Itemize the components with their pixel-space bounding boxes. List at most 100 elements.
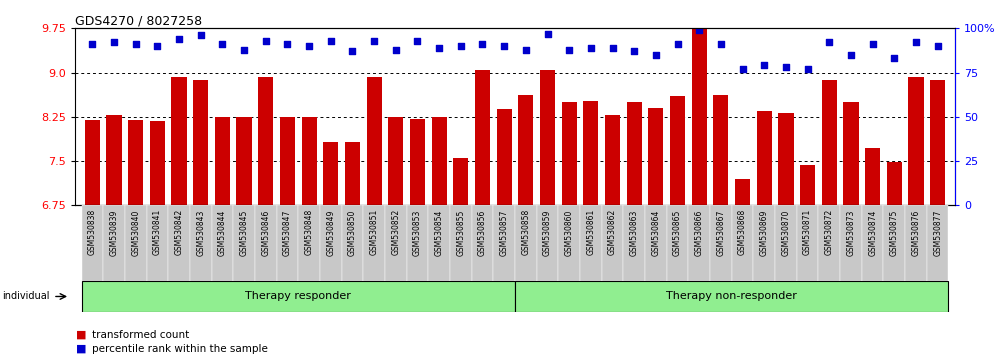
Text: GSM530866: GSM530866 [695,209,704,256]
Bar [407,205,428,283]
Text: GDS4270 / 8027258: GDS4270 / 8027258 [75,14,202,27]
Bar [147,205,168,283]
Bar [688,205,710,283]
Point [344,48,360,54]
Bar [258,77,273,205]
Bar [428,205,450,283]
Bar [753,205,775,283]
Bar [171,77,187,205]
Bar [298,205,320,283]
Text: GSM530839: GSM530839 [110,209,119,256]
Bar [800,165,815,205]
Text: GSM530853: GSM530853 [413,209,422,256]
Text: GSM530867: GSM530867 [716,209,725,256]
Text: GSM530840: GSM530840 [131,209,140,256]
Bar [627,102,642,205]
Bar [103,205,125,283]
Point [453,43,469,49]
Text: GSM530855: GSM530855 [456,209,465,256]
Bar [345,142,360,205]
Point [540,31,556,36]
Bar [410,119,425,205]
Bar [277,205,298,283]
Text: GSM530848: GSM530848 [305,209,314,256]
Point [214,41,230,47]
Bar [648,108,663,205]
Bar [320,205,342,283]
Point [366,38,382,44]
Bar [453,158,468,205]
Point [388,47,404,52]
Bar [193,80,208,205]
Point [626,48,642,54]
Text: GSM530857: GSM530857 [500,209,509,256]
Bar [757,111,772,205]
Point [171,36,187,42]
Bar [667,205,688,283]
Text: GSM530852: GSM530852 [391,209,400,256]
Bar [493,205,515,283]
Point [496,43,512,49]
Bar [302,117,317,205]
Bar [602,205,623,283]
Bar [106,115,122,205]
Point [518,47,534,52]
Text: GSM530864: GSM530864 [651,209,660,256]
Point [258,38,274,44]
Bar [558,205,580,283]
Bar [236,117,252,205]
Text: transformed count: transformed count [92,330,189,339]
Bar [215,117,230,205]
Bar [515,205,537,283]
Bar [883,205,905,283]
Bar [475,70,490,205]
Bar [605,115,620,205]
Point [583,45,599,51]
Point [409,38,425,44]
Text: GSM530849: GSM530849 [326,209,335,256]
Text: GSM530871: GSM530871 [803,209,812,256]
Text: GSM530850: GSM530850 [348,209,357,256]
Bar [280,117,295,205]
Point [821,40,837,45]
Text: GSM530854: GSM530854 [435,209,444,256]
Bar [537,205,558,283]
Point [605,45,621,51]
Text: GSM530875: GSM530875 [890,209,899,256]
Point [323,38,339,44]
Point [474,41,490,47]
Point [128,41,144,47]
Bar [562,102,577,205]
Text: ■: ■ [76,330,87,339]
Point [431,45,447,51]
Bar [710,205,732,283]
Text: ■: ■ [76,344,87,354]
Text: GSM530876: GSM530876 [911,209,920,256]
Text: GSM530874: GSM530874 [868,209,877,256]
Bar [323,142,338,205]
Bar [732,205,753,283]
Text: GSM530859: GSM530859 [543,209,552,256]
Text: individual: individual [2,291,50,302]
Bar [670,96,685,205]
Bar [255,205,277,283]
Bar [818,205,840,283]
Bar [623,205,645,283]
Text: GSM530861: GSM530861 [586,209,595,256]
Bar [85,120,100,205]
Bar [233,205,255,283]
Point [800,66,816,72]
Text: GSM530846: GSM530846 [261,209,270,256]
Text: GSM530841: GSM530841 [153,209,162,256]
Bar [692,28,707,205]
Text: GSM530858: GSM530858 [521,209,530,256]
Text: Therapy responder: Therapy responder [245,291,351,302]
Text: Therapy non-responder: Therapy non-responder [666,291,797,302]
Point [778,64,794,70]
Point [561,47,577,52]
Text: GSM530860: GSM530860 [565,209,574,256]
Point [279,41,295,47]
Bar [778,113,794,205]
Text: GSM530838: GSM530838 [88,209,97,256]
Bar [168,205,190,283]
